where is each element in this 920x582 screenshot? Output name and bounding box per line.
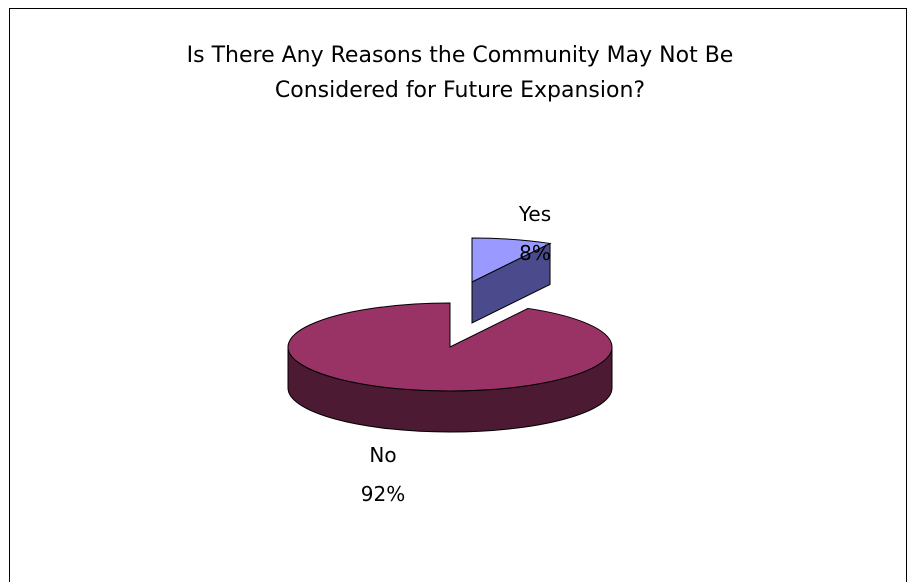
no-label: No [369,443,396,467]
chart-frame [9,8,907,582]
chart-title: Is There Any Reasons the Community May N… [0,38,920,108]
chart-title-line-1: Is There Any Reasons the Community May N… [186,43,734,68]
pie-slice-yes [471,237,552,283]
pie-slice-no [287,302,613,392]
yes-percent-label: 8% [519,241,551,265]
yes-label: Yes [518,202,551,226]
chart-title-line-2: Considered for Future Expansion? [274,78,646,103]
no-percent-label: 92% [361,482,405,506]
